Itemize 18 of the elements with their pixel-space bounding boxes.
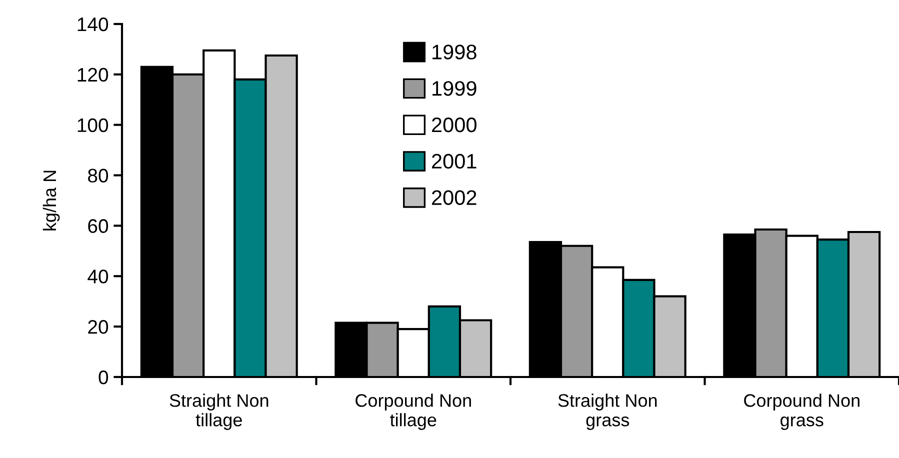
y-axis-title: kg/ha N	[42, 170, 60, 230]
legend-label: 1999	[432, 81, 476, 96]
x-tick-label: Corpound Non tillage	[356, 394, 471, 430]
y-tick-label: 20	[88, 320, 108, 334]
legend-label: 2000	[432, 117, 476, 132]
y-tick-label: 0	[98, 370, 108, 384]
y-tick-label: 40	[88, 270, 108, 284]
y-tick-label: 120	[78, 68, 108, 82]
y-tick-label: 140	[78, 17, 108, 32]
x-tick-label: Straight Non tillage	[170, 394, 268, 430]
legend-label: 1998	[432, 44, 476, 60]
x-tick-label: Straight Non grass	[558, 394, 657, 430]
legend-label: 2002	[432, 190, 476, 206]
y-tick-label: 100	[78, 118, 108, 132]
y-tick-label: 60	[88, 219, 108, 233]
x-tick-label: Corpound Non grass	[744, 394, 860, 430]
y-tick-label: 80	[88, 168, 108, 183]
legend-label: 2001	[432, 154, 476, 169]
